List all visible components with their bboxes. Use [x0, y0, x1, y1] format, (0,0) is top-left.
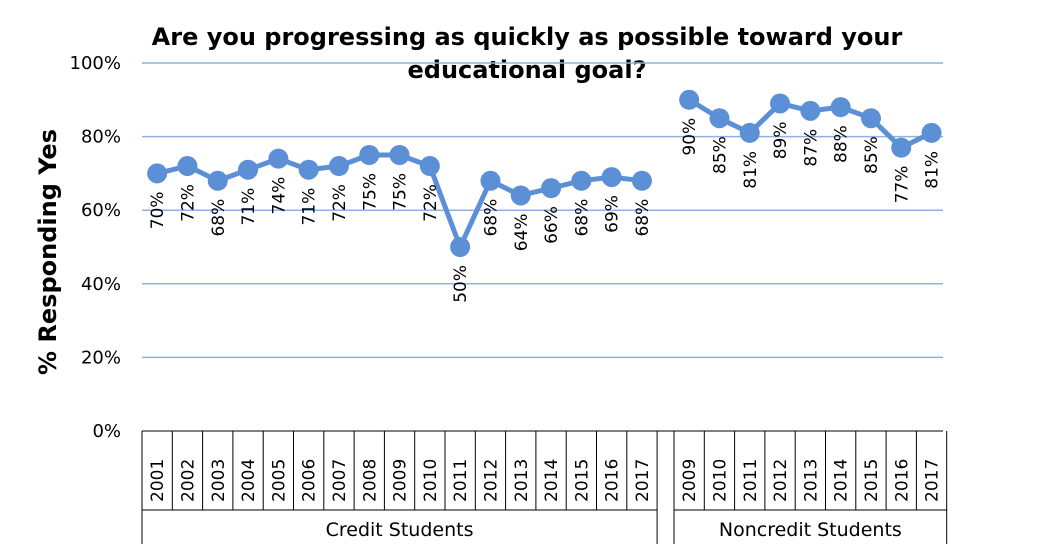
- data-label: 68%: [481, 199, 501, 237]
- x-tick-label: 2010: [710, 459, 730, 502]
- data-point: [359, 145, 380, 165]
- y-tick-label: 0%: [92, 421, 121, 442]
- data-label: 87%: [801, 129, 821, 167]
- x-tick-label: 2002: [178, 459, 198, 502]
- data-label: 89%: [771, 121, 791, 159]
- data-label: 75%: [391, 173, 411, 211]
- data-label: 81%: [741, 151, 761, 189]
- x-tick-label: 2016: [603, 459, 623, 502]
- data-point: [830, 97, 851, 118]
- data-point: [268, 148, 289, 169]
- data-label: 72%: [330, 184, 350, 222]
- x-tick-label: 2013: [512, 459, 532, 502]
- data-label: 64%: [512, 213, 532, 251]
- data-label: 68%: [633, 199, 653, 237]
- data-point: [389, 145, 410, 165]
- x-tick-label: 2006: [300, 459, 320, 502]
- data-label: 70%: [148, 191, 168, 229]
- x-tick-label: 2017: [633, 459, 653, 502]
- data-label: 71%: [239, 188, 259, 226]
- data-point: [450, 237, 471, 257]
- data-point: [328, 156, 349, 177]
- group-label: Noncredit Students: [719, 519, 902, 541]
- data-point: [739, 122, 760, 143]
- y-tick-label: 60%: [81, 200, 121, 221]
- y-tick-label: 100%: [70, 53, 121, 74]
- data-label: 77%: [892, 166, 912, 204]
- group-label: Credit Students: [326, 519, 474, 541]
- data-label: 81%: [923, 151, 943, 189]
- x-tick-label: 2016: [892, 459, 912, 502]
- data-label: 68%: [209, 199, 229, 237]
- x-tick-label: 2003: [209, 459, 229, 502]
- x-tick-label: 2009: [391, 459, 411, 502]
- data-label: 90%: [680, 118, 700, 156]
- data-point: [419, 156, 440, 177]
- data-point: [679, 89, 700, 110]
- data-labels: 70% 72% 68% 71% 74% 71% 72% 75% 75% 72% 50% 68% 64% 6…: [148, 118, 942, 303]
- y-axis-label: % Responding Yes: [34, 129, 62, 375]
- data-label: 72%: [178, 184, 198, 222]
- data-label: 66%: [542, 206, 562, 244]
- data-point: [298, 159, 319, 180]
- data-point: [860, 108, 881, 129]
- x-tick-label: 2009: [680, 459, 700, 502]
- data-point: [177, 156, 198, 177]
- data-point: [571, 170, 592, 191]
- series: [147, 89, 942, 257]
- data-point: [601, 167, 622, 188]
- x-tick-label: 2010: [421, 459, 441, 502]
- x-tick-label: 2014: [542, 459, 562, 502]
- data-label: 75%: [360, 173, 380, 211]
- data-label: 85%: [862, 136, 882, 174]
- x-tick-label: 2001: [148, 459, 168, 502]
- x-tick-label: 2011: [451, 459, 471, 502]
- data-label: 88%: [832, 125, 852, 163]
- y-tick-label: 40%: [81, 274, 121, 295]
- y-tick-label: 80%: [81, 127, 121, 148]
- data-label: 69%: [603, 195, 623, 233]
- data-point: [480, 170, 501, 191]
- data-point: [709, 108, 730, 129]
- data-point: [207, 170, 228, 191]
- x-tick-label: 2007: [330, 459, 350, 502]
- x-tick-label: 2017: [923, 459, 943, 502]
- x-tick-label: 2011: [741, 459, 761, 502]
- data-point: [770, 93, 791, 114]
- x-tick-label: 2005: [269, 459, 289, 502]
- chart-title-line-2: educational goal?: [407, 56, 646, 84]
- x-tick-label: 2012: [771, 459, 791, 502]
- y-tick-label: 20%: [81, 347, 121, 368]
- x-tick-label: 2015: [862, 459, 882, 502]
- axes: 0% 20% 40% 60% 80% 100% 2001 2002 2003 2004 2005 20…: [70, 53, 948, 544]
- data-point: [891, 137, 912, 158]
- x-tick-label: 2015: [572, 459, 592, 502]
- chart-title-line-1: Are you progressing as quickly as possib…: [152, 23, 903, 51]
- x-tick-label: 2012: [481, 459, 501, 502]
- x-tick-label: 2008: [360, 459, 380, 502]
- data-point: [147, 163, 168, 184]
- x-tick-label: 2014: [832, 459, 852, 502]
- data-label: 68%: [572, 199, 592, 237]
- data-point: [631, 170, 652, 191]
- data-label: 74%: [269, 177, 289, 215]
- x-tick-label: 2004: [239, 459, 259, 502]
- data-label: 50%: [451, 265, 471, 303]
- data-point: [238, 159, 259, 180]
- data-point: [541, 178, 562, 199]
- data-label: 72%: [421, 184, 441, 222]
- gridlines: [142, 62, 943, 359]
- data-label: 71%: [300, 188, 320, 226]
- x-tick-label: 2013: [801, 459, 821, 502]
- data-point: [921, 122, 942, 143]
- data-label: 85%: [710, 136, 730, 174]
- data-point: [800, 100, 821, 121]
- data-point: [510, 185, 531, 206]
